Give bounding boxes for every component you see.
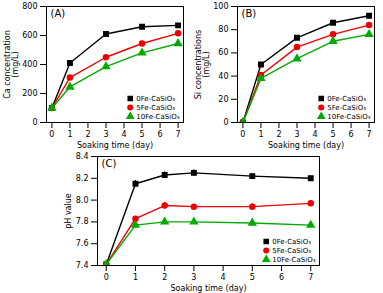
svg-text:0Fe-CaSiO₃: 0Fe-CaSiO₃ bbox=[136, 95, 175, 103]
svg-text:4: 4 bbox=[121, 130, 126, 139]
svg-text:6: 6 bbox=[278, 273, 283, 282]
svg-text:80: 80 bbox=[218, 25, 228, 34]
svg-text:pH value: pH value bbox=[64, 193, 73, 229]
svg-text:7: 7 bbox=[367, 130, 372, 139]
svg-text:4: 4 bbox=[220, 273, 225, 282]
svg-text:5Fe-CaSiO₃: 5Fe-CaSiO₃ bbox=[272, 247, 311, 255]
svg-text:0: 0 bbox=[223, 118, 228, 127]
svg-text:1: 1 bbox=[132, 273, 137, 282]
svg-text:4: 4 bbox=[312, 130, 317, 139]
svg-text:7.4: 7.4 bbox=[75, 261, 88, 270]
svg-text:3: 3 bbox=[103, 130, 108, 139]
svg-text:0: 0 bbox=[240, 130, 245, 139]
svg-text:6: 6 bbox=[349, 130, 354, 139]
svg-text:200: 200 bbox=[22, 89, 37, 98]
svg-text:Soaking time (day): Soaking time (day) bbox=[268, 141, 344, 150]
svg-text:100: 100 bbox=[213, 2, 228, 11]
svg-text:3: 3 bbox=[294, 130, 299, 139]
svg-text:0Fe-CaSiO₃: 0Fe-CaSiO₃ bbox=[327, 95, 366, 103]
svg-text:10Fe-CaSiO₃: 10Fe-CaSiO₃ bbox=[327, 113, 370, 121]
svg-text:5: 5 bbox=[249, 273, 254, 282]
svg-text:8.2: 8.2 bbox=[75, 174, 88, 183]
svg-text:Ca concentration(mg/L): Ca concentration(mg/L) bbox=[3, 30, 20, 98]
svg-text:400: 400 bbox=[22, 60, 37, 69]
svg-text:10Fe-CaSiO₃: 10Fe-CaSiO₃ bbox=[136, 113, 179, 121]
svg-text:0: 0 bbox=[32, 118, 37, 127]
svg-text:7.6: 7.6 bbox=[75, 239, 88, 248]
svg-text:7: 7 bbox=[176, 130, 181, 139]
svg-text:40: 40 bbox=[218, 72, 228, 81]
svg-text:1: 1 bbox=[258, 130, 263, 139]
svg-text:2: 2 bbox=[162, 273, 167, 282]
svg-text:8.0: 8.0 bbox=[75, 196, 88, 205]
svg-text:6: 6 bbox=[158, 130, 163, 139]
svg-text:1: 1 bbox=[67, 130, 72, 139]
svg-text:600: 600 bbox=[22, 31, 37, 40]
svg-text:(C): (C) bbox=[101, 158, 116, 169]
svg-text:0Fe-CaSiO₃: 0Fe-CaSiO₃ bbox=[272, 238, 311, 246]
svg-text:5Fe-CaSiO₃: 5Fe-CaSiO₃ bbox=[136, 104, 175, 112]
svg-text:5Fe-CaSiO₃: 5Fe-CaSiO₃ bbox=[327, 104, 366, 112]
svg-text:0: 0 bbox=[49, 130, 54, 139]
svg-text:0: 0 bbox=[103, 273, 108, 282]
svg-text:7.8: 7.8 bbox=[75, 217, 88, 226]
svg-text:3: 3 bbox=[191, 273, 196, 282]
svg-text:60: 60 bbox=[218, 48, 228, 57]
svg-text:(A): (A) bbox=[51, 8, 66, 19]
svg-text:800: 800 bbox=[22, 2, 37, 11]
svg-text:5: 5 bbox=[139, 130, 144, 139]
svg-text:Si concentrations(mg/L): Si concentrations(mg/L) bbox=[194, 30, 211, 99]
svg-text:10Fe-CaSiO₃: 10Fe-CaSiO₃ bbox=[272, 256, 315, 264]
svg-text:5: 5 bbox=[330, 130, 335, 139]
svg-text:Soaking time (day): Soaking time (day) bbox=[77, 141, 153, 150]
svg-text:Soaking time (day): Soaking time (day) bbox=[170, 284, 246, 293]
svg-text:2: 2 bbox=[276, 130, 281, 139]
svg-text:(B): (B) bbox=[242, 8, 257, 19]
svg-text:20: 20 bbox=[218, 95, 228, 104]
svg-text:2: 2 bbox=[85, 130, 90, 139]
svg-text:8.4: 8.4 bbox=[75, 152, 88, 161]
svg-text:7: 7 bbox=[308, 273, 313, 282]
